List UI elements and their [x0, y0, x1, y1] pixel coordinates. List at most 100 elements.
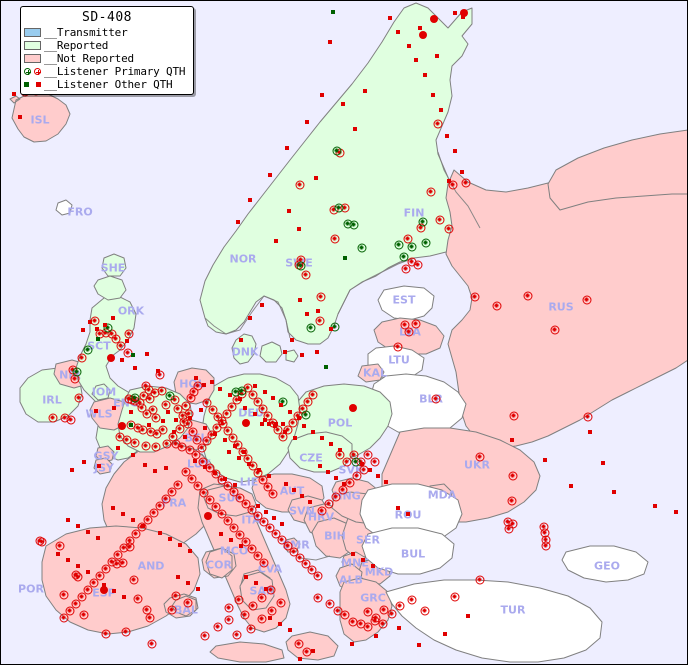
- listener-primary-qth-marker[interactable]: [73, 572, 83, 582]
- listener-other-qth-marker[interactable]: [242, 450, 246, 454]
- listener-other-qth-marker[interactable]: [188, 549, 192, 553]
- listener-other-qth-marker[interactable]: [308, 500, 312, 504]
- listener-other-qth-marker[interactable]: [129, 410, 133, 414]
- listener-other-qth-marker[interactable]: [376, 474, 380, 478]
- listener-primary-qth-marker[interactable]: [145, 613, 155, 623]
- listener-primary-qth-marker[interactable]: [202, 398, 212, 408]
- listener-other-qth-marker[interactable]: [272, 516, 276, 520]
- listener-primary-qth-marker[interactable]: [407, 595, 417, 605]
- listener-other-qth-marker[interactable]: [70, 468, 74, 472]
- listener-primary-qth-marker[interactable]: [228, 433, 238, 443]
- listener-primary-qth-marker[interactable]: [433, 119, 443, 129]
- listener-primary-qth-marker[interactable]: [258, 404, 268, 414]
- listener-cluster-marker[interactable]: [100, 586, 108, 594]
- listener-primary-qth-marker-green[interactable]: [332, 146, 342, 156]
- listener-other-qth-marker[interactable]: [86, 570, 90, 574]
- listener-primary-qth-marker[interactable]: [248, 390, 258, 400]
- listener-primary-qth-marker[interactable]: [167, 487, 177, 497]
- listener-other-qth-marker[interactable]: [461, 15, 465, 19]
- listener-primary-qth-marker-green[interactable]: [103, 323, 113, 333]
- listener-other-qth-marker[interactable]: [66, 518, 70, 522]
- listener-other-qth-marker[interactable]: [285, 146, 289, 150]
- listener-primary-qth-marker[interactable]: [444, 224, 454, 234]
- listener-other-qth-marker[interactable]: [161, 419, 165, 423]
- listener-primary-qth-marker[interactable]: [342, 457, 352, 467]
- listener-primary-qth-marker[interactable]: [295, 180, 305, 190]
- listener-other-qth-marker[interactable]: [288, 410, 292, 414]
- listener-primary-qth-marker[interactable]: [77, 592, 87, 602]
- listener-other-qth-marker[interactable]: [213, 471, 217, 475]
- listener-other-qth-marker[interactable]: [253, 412, 257, 416]
- listener-primary-qth-marker[interactable]: [508, 471, 518, 481]
- listener-primary-qth-marker-green[interactable]: [357, 243, 367, 253]
- listener-primary-qth-marker[interactable]: [450, 592, 460, 602]
- listener-other-qth-marker[interactable]: [18, 115, 22, 119]
- listener-primary-qth-marker[interactable]: [167, 605, 177, 615]
- listener-other-qth-marker[interactable]: [147, 423, 151, 427]
- listener-other-qth-marker[interactable]: [112, 589, 116, 593]
- listener-primary-qth-marker[interactable]: [95, 571, 105, 581]
- listener-other-qth-marker[interactable]: [112, 406, 116, 410]
- listener-primary-qth-marker[interactable]: [316, 292, 326, 302]
- listener-other-qth-marker[interactable]: [278, 622, 282, 626]
- listener-primary-qth-marker[interactable]: [197, 443, 207, 453]
- listener-primary-qth-marker[interactable]: [89, 578, 99, 588]
- listener-primary-qth-marker[interactable]: [248, 461, 258, 471]
- listener-other-qth-marker[interactable]: [223, 438, 227, 442]
- listener-other-qth-marker[interactable]: [674, 510, 678, 514]
- listener-primary-qth-marker[interactable]: [492, 301, 502, 311]
- listener-primary-qth-marker[interactable]: [222, 409, 232, 419]
- listener-other-qth-marker[interactable]: [283, 350, 287, 354]
- listener-other-qth-marker[interactable]: [202, 383, 206, 387]
- listener-other-qth-marker[interactable]: [268, 173, 272, 177]
- listener-other-qth-marker[interactable]: [193, 459, 197, 463]
- listener-primary-qth-marker[interactable]: [224, 615, 234, 625]
- listener-primary-qth-marker[interactable]: [83, 585, 93, 595]
- listener-other-qth-marker[interactable]: [253, 384, 257, 388]
- listener-other-qth-marker[interactable]: [156, 369, 160, 373]
- listener-other-qth-marker[interactable]: [76, 564, 80, 568]
- listener-other-qth-marker[interactable]: [194, 376, 198, 380]
- listener-other-qth-marker-green[interactable]: [331, 10, 335, 14]
- listener-primary-qth-marker[interactable]: [288, 418, 298, 428]
- listener-other-qth-marker[interactable]: [283, 430, 287, 434]
- listener-other-qth-marker[interactable]: [363, 89, 367, 93]
- listener-other-qth-marker[interactable]: [407, 44, 411, 48]
- listener-other-qth-marker[interactable]: [300, 494, 304, 498]
- listener-primary-qth-marker[interactable]: [509, 411, 519, 421]
- listener-other-qth-marker[interactable]: [445, 134, 449, 138]
- listener-other-qth-marker-green[interactable]: [343, 256, 347, 260]
- listener-primary-qth-marker[interactable]: [247, 505, 257, 515]
- listener-other-qth-marker[interactable]: [431, 93, 435, 97]
- listener-other-qth-marker[interactable]: [186, 581, 190, 585]
- listener-primary-qth-marker[interactable]: [317, 506, 327, 516]
- listener-primary-qth-marker[interactable]: [183, 419, 193, 429]
- listener-other-qth-marker[interactable]: [203, 465, 207, 469]
- listener-primary-qth-marker[interactable]: [265, 523, 275, 533]
- listener-other-qth-marker[interactable]: [229, 538, 233, 542]
- listener-primary-qth-marker[interactable]: [363, 607, 373, 617]
- listener-primary-qth-marker[interactable]: [345, 478, 355, 488]
- listener-primary-qth-marker[interactable]: [151, 442, 161, 452]
- listener-other-qth-marker[interactable]: [218, 387, 222, 391]
- listener-primary-qth-marker[interactable]: [550, 325, 560, 335]
- listener-primary-qth-marker[interactable]: [387, 609, 397, 619]
- listener-primary-qth-marker[interactable]: [77, 353, 87, 363]
- listener-cluster-marker[interactable]: [430, 15, 438, 23]
- listener-primary-qth-marker[interactable]: [158, 425, 168, 435]
- listener-primary-qth-marker[interactable]: [267, 606, 277, 616]
- listener-other-qth-marker[interactable]: [280, 522, 284, 526]
- listener-other-qth-marker[interactable]: [351, 552, 355, 556]
- listener-other-qth-marker[interactable]: [254, 581, 258, 585]
- listener-other-qth-marker[interactable]: [264, 587, 268, 591]
- listener-other-qth-marker[interactable]: [274, 422, 278, 426]
- listener-primary-qth-marker-green[interactable]: [72, 367, 82, 377]
- listener-other-qth-marker[interactable]: [196, 587, 200, 591]
- listener-other-qth-marker[interactable]: [257, 468, 261, 472]
- listener-other-qth-marker[interactable]: [248, 316, 252, 320]
- listener-other-qth-marker[interactable]: [203, 426, 207, 430]
- listener-primary-qth-marker[interactable]: [129, 575, 139, 585]
- listener-primary-qth-marker[interactable]: [257, 614, 267, 624]
- listener-other-qth-marker[interactable]: [315, 350, 319, 354]
- listener-other-qth-marker[interactable]: [290, 338, 294, 342]
